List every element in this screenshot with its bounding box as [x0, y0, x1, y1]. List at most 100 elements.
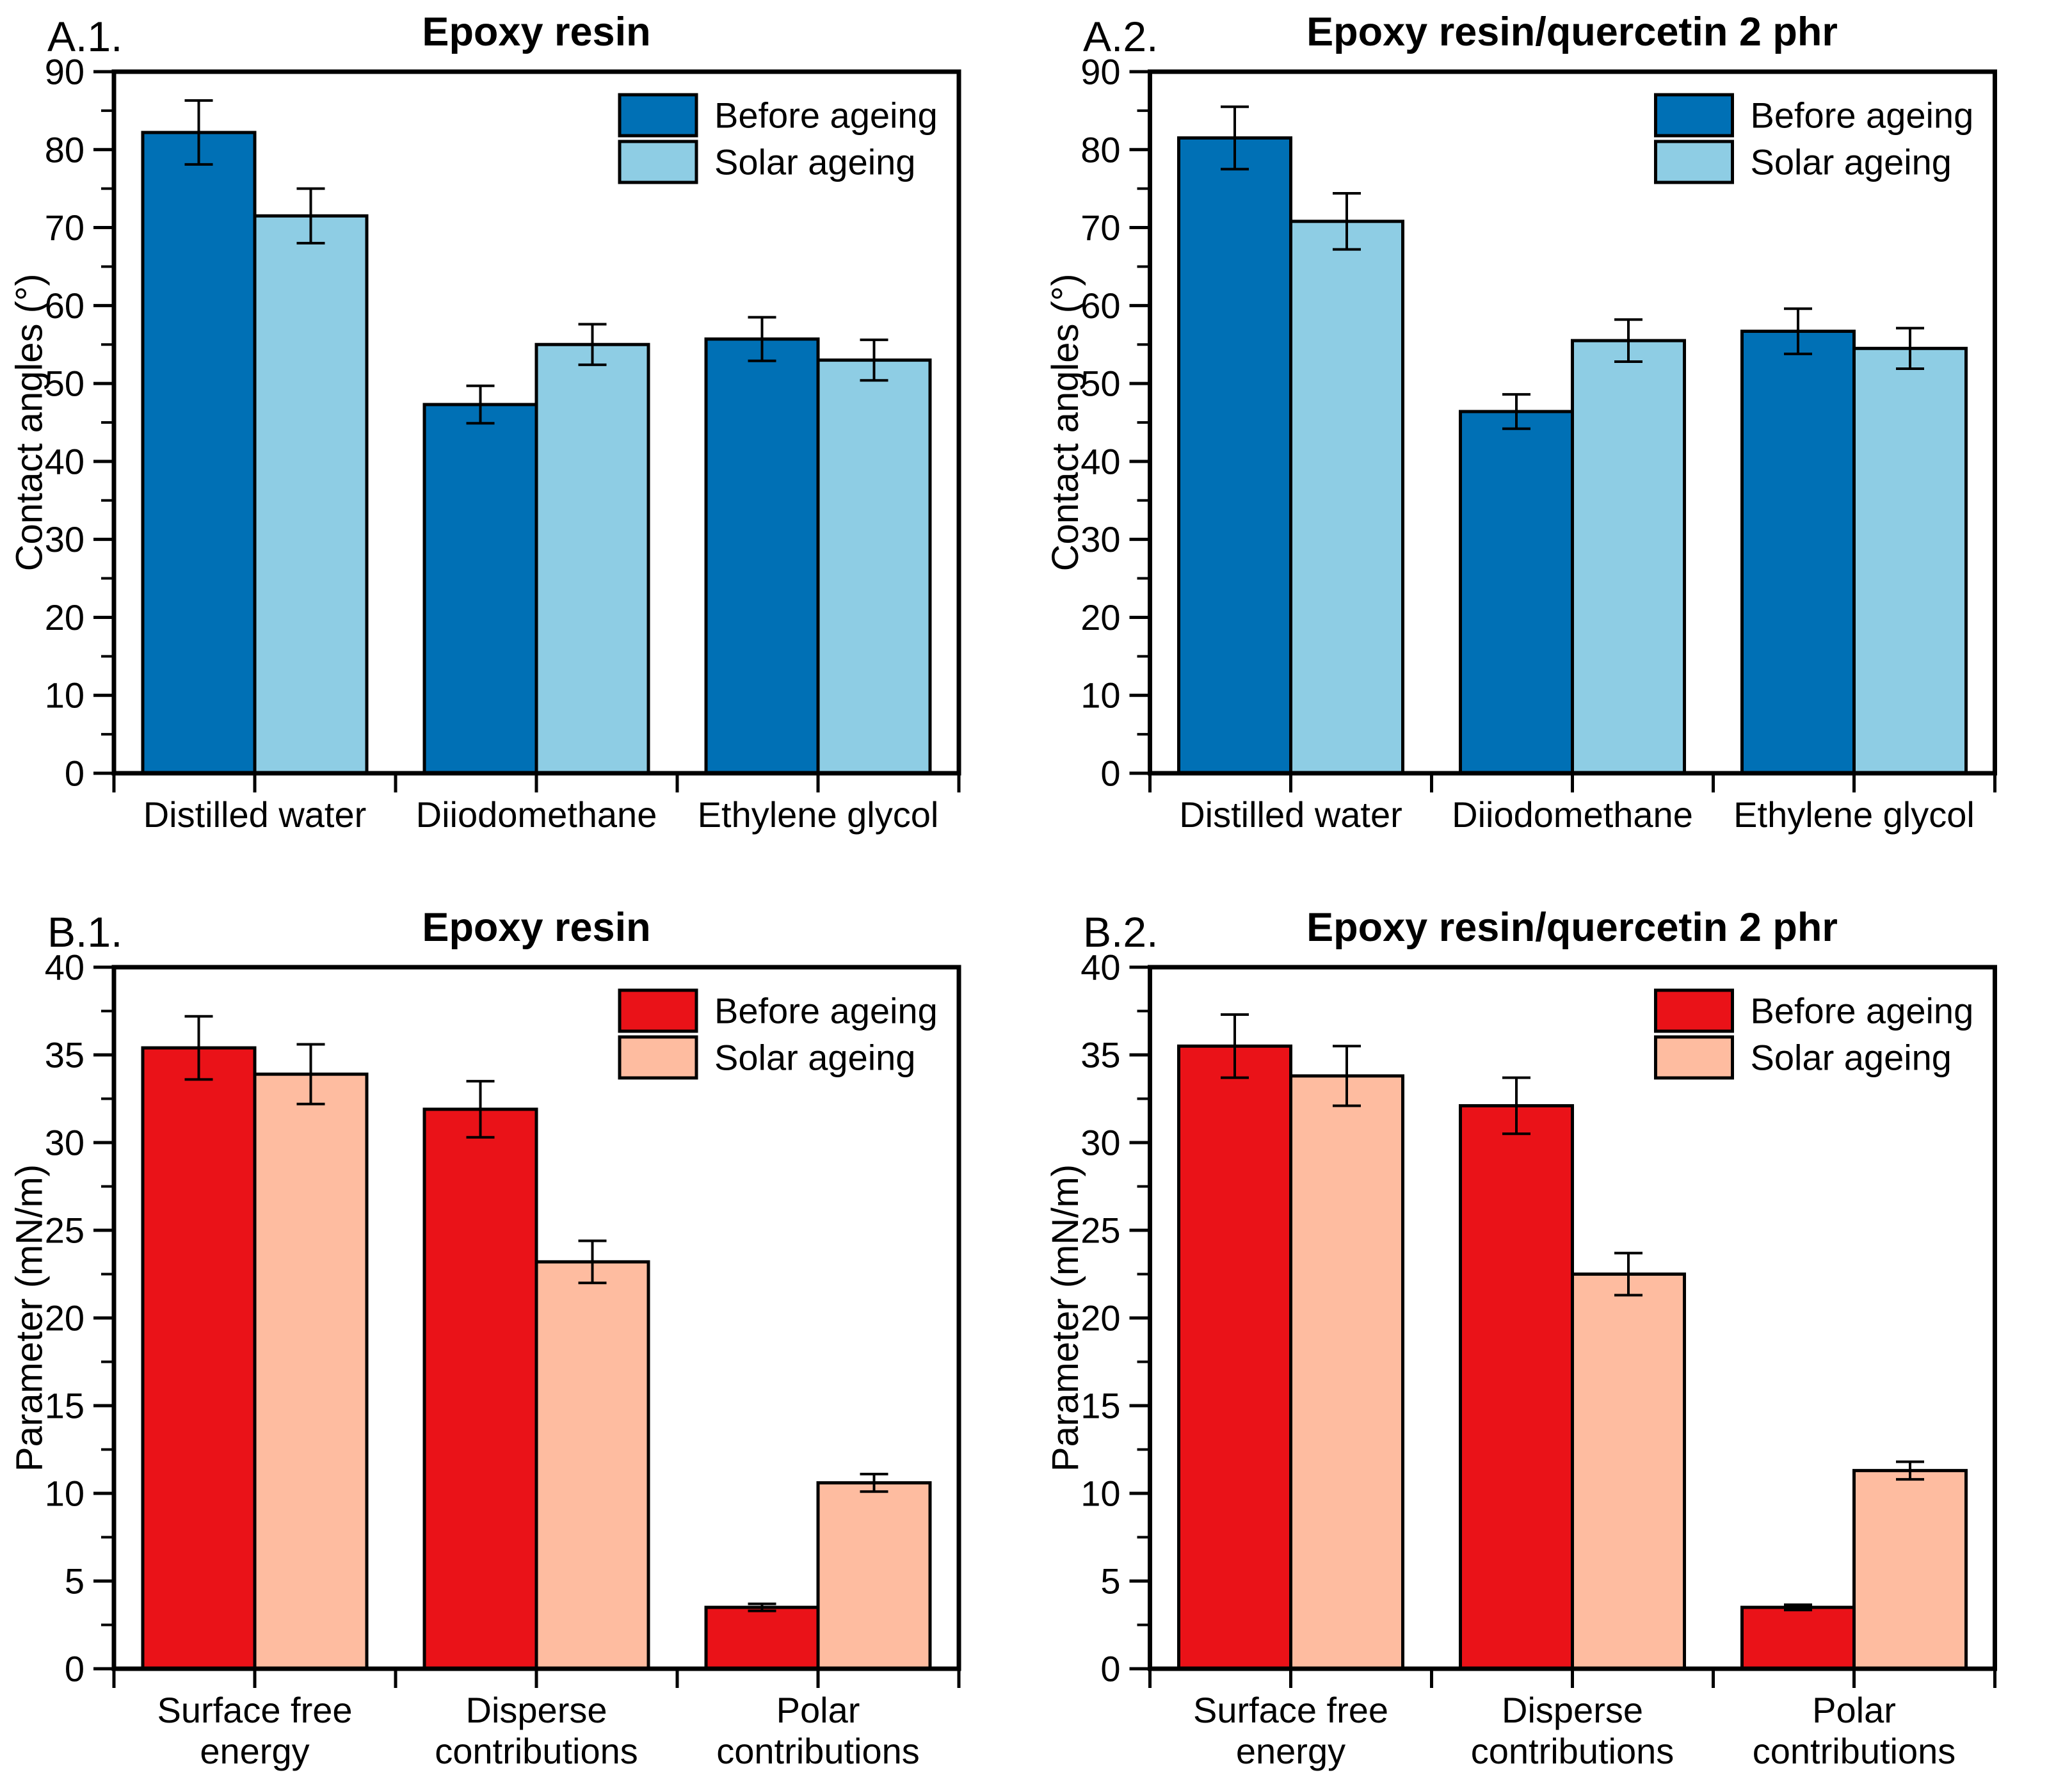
y-tick-label: 30 — [45, 519, 84, 559]
bar — [253, 1072, 369, 1671]
legend-swatch — [1654, 988, 1734, 1033]
error-bar — [296, 1043, 325, 1105]
category-label: contributions — [716, 1731, 920, 1771]
panel-b1: B.1. Epoxy resin 0 5 10 15 20 25 30 35 40 Surface… — [0, 896, 1036, 1791]
category-label: Ethylene glycol — [1733, 794, 1975, 835]
category-labels: Surface freeenergyDispersecontributionsP… — [1193, 1690, 1956, 1771]
y-tick-label: 20 — [45, 597, 84, 638]
y-tick-label: 15 — [1080, 1386, 1120, 1426]
bar — [1852, 1468, 1968, 1671]
y-tick-label: 30 — [1080, 1123, 1120, 1163]
error-bar — [1333, 1045, 1361, 1107]
y-axis-title: Parameter (mN/m) — [1045, 1164, 1086, 1472]
error-bar — [466, 1080, 495, 1139]
legend: Before ageing Solar ageing — [1654, 988, 1974, 1080]
legend-label: Before ageing — [1751, 95, 1974, 136]
bar — [1177, 136, 1292, 775]
category-labels: Distilled water Diiodomethane Ethylene gly… — [143, 794, 939, 835]
category-label: contributions — [435, 1731, 638, 1771]
y-tick-label: 10 — [1080, 1474, 1120, 1514]
bar — [253, 214, 369, 775]
bar — [816, 1481, 932, 1671]
y-tick-label: 10 — [45, 1474, 84, 1514]
category-label: Disperse — [1502, 1690, 1643, 1730]
bar — [422, 403, 538, 775]
y-tick-label: 0 — [1100, 1649, 1120, 1689]
category-label: contributions — [1471, 1731, 1674, 1771]
legend-swatch — [1654, 140, 1734, 184]
bar — [1571, 1273, 1686, 1671]
y-tick-label: 30 — [45, 1123, 84, 1163]
category-label: Polar — [1812, 1690, 1896, 1730]
category-labels: Surface freeenergyDispersecontributionsP… — [157, 1690, 919, 1771]
error-bar — [1614, 1251, 1642, 1297]
legend-label: Solar ageing — [1751, 142, 1952, 182]
error-bar — [1221, 105, 1249, 171]
error-bar — [1221, 1013, 1249, 1079]
bar — [1740, 330, 1856, 775]
error-bar — [578, 323, 607, 366]
bar — [1177, 1044, 1292, 1671]
y-tick-label: 20 — [1080, 1298, 1120, 1338]
bar-chart-contact-angles-quercetin: 0 10 20 30 40 50 60 70 80 90 Distilled water Diiodo… — [1045, 52, 1997, 835]
error-bar — [748, 316, 776, 362]
error-bar — [296, 187, 325, 245]
bar — [534, 342, 650, 775]
error-bar — [748, 1602, 776, 1612]
y-tick-label: 0 — [65, 753, 84, 794]
y-tick-label: 5 — [65, 1561, 84, 1602]
bar — [422, 1107, 538, 1671]
legend-swatch — [618, 140, 698, 184]
bar — [1852, 346, 1968, 775]
y-tick-label: 35 — [1080, 1035, 1120, 1075]
y-axis-title: Contact angles (°) — [1045, 274, 1086, 572]
y-tick-label: 70 — [1080, 207, 1120, 248]
category-label: energy — [200, 1731, 309, 1771]
legend-swatch — [1654, 1035, 1734, 1080]
legend-label: Solar ageing — [714, 142, 915, 182]
bar-chart-contact-angles-epoxy: 0 10 20 30 40 50 60 70 80 90 Distilled water Diiodo… — [9, 52, 961, 835]
legend-label: Before ageing — [1751, 991, 1974, 1031]
y-tick-label: 50 — [45, 364, 84, 404]
x-axis — [1148, 773, 1996, 792]
category-label: Surface free — [1193, 1690, 1388, 1730]
plot-frame — [1148, 69, 1997, 776]
bar — [1740, 1605, 1856, 1671]
y-tick-label: 25 — [1080, 1210, 1120, 1251]
panel-title-a1: Epoxy resin — [422, 10, 651, 54]
bar — [1289, 220, 1404, 775]
category-label: Surface free — [157, 1690, 352, 1730]
y-axis-title: Contact angles (°) — [9, 274, 51, 572]
y-tick-label: 20 — [45, 1298, 84, 1338]
bar — [704, 337, 820, 775]
y-tick-label: 25 — [45, 1210, 84, 1251]
panel-a1: A.1. Epoxy resin 0 10 20 30 40 50 60 70 80 90 Dist… — [0, 0, 1036, 896]
y-axis: 0 10 20 30 40 50 60 70 80 90 — [45, 52, 114, 794]
x-axis — [112, 1669, 961, 1688]
x-axis — [1148, 1669, 1996, 1688]
bars — [141, 99, 932, 775]
error-bar — [860, 1472, 888, 1493]
y-tick-label: 50 — [1080, 364, 1120, 404]
panel-title-b2: Epoxy resin/quercetin 2 phr — [1306, 905, 1838, 950]
legend-swatch — [618, 93, 698, 138]
y-tick-label: 40 — [1080, 441, 1120, 481]
y-tick-label: 80 — [1080, 129, 1120, 170]
bar — [1289, 1074, 1404, 1671]
panel-label-a2: A.2. — [1083, 13, 1159, 60]
panel-label-a1: A.1. — [47, 13, 123, 60]
y-tick-label: 20 — [1080, 597, 1120, 638]
plot-frame — [111, 965, 961, 1671]
legend-swatch — [618, 1035, 698, 1080]
bars — [1177, 1013, 1968, 1671]
y-tick-label: 70 — [45, 207, 84, 248]
category-label: Ethylene glycol — [698, 794, 939, 835]
panel-a2: A.2. Epoxy resin/quercetin 2 phr 0 10 20 30… — [1036, 0, 2072, 896]
y-tick-label: 40 — [45, 441, 84, 481]
error-bar — [1614, 318, 1642, 364]
error-bar — [1502, 393, 1530, 430]
category-label: Distilled water — [1179, 794, 1402, 835]
legend: Before ageing Solar ageing — [618, 93, 938, 184]
